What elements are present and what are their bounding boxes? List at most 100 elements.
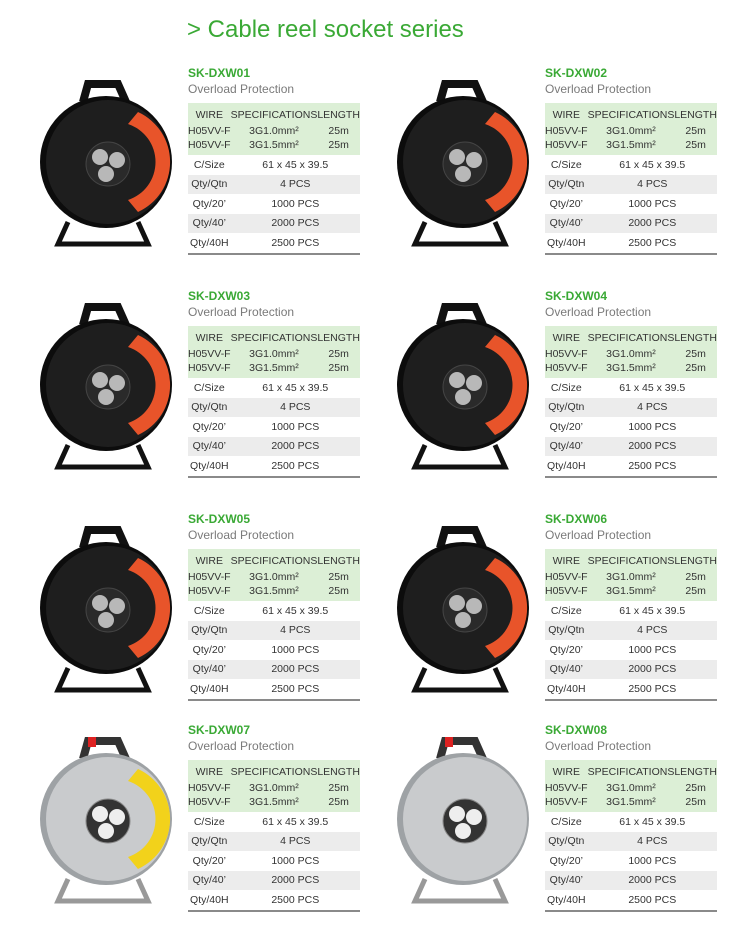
spec-table: WIRE SPECIFICATIONS LENGTH H05VV-F 3G1.0mm² 2…	[188, 326, 360, 478]
wire-cell: 25m	[674, 138, 717, 155]
wire-row: H05VV-F 3G1.0mm² 25m	[545, 347, 717, 361]
column-header: WIRE	[188, 760, 231, 781]
table-row: C/Size 61 x 45 x 39.5	[545, 601, 717, 621]
row-label: Qty/Qtn	[188, 620, 231, 640]
row-label: Qty/20’	[192, 854, 226, 867]
row-value: 2000 PCS	[587, 436, 717, 456]
wire-row: H05VV-F 3G1.5mm² 25m	[188, 795, 360, 812]
row-label: Qty/40H	[188, 679, 231, 701]
row-label: Qty/20’	[549, 420, 583, 433]
wire-cell: 3G1.5mm²	[230, 361, 318, 378]
row-label: Qty/40’	[545, 870, 588, 890]
wire-cell: 25m	[674, 781, 717, 795]
row-label: Qty/40H	[545, 890, 588, 912]
column-header: WIRE	[188, 549, 231, 570]
row-value: 1000 PCS	[628, 420, 677, 433]
row-value: 4 PCS	[230, 620, 360, 640]
table-row: C/Size 61 x 45 x 39.5	[188, 155, 360, 175]
row-label: Qty/Qtn	[188, 397, 231, 417]
product-code: SK-DXW01	[188, 66, 251, 80]
row-label: Qty/20’	[549, 197, 583, 210]
row-label: Qty/40’	[188, 870, 231, 890]
row-value: 4 PCS	[587, 397, 717, 417]
wire-cell: 25m	[317, 138, 360, 155]
row-label: Qty/40’	[188, 659, 231, 679]
cable-reel-image	[28, 72, 178, 252]
table-row: Qty/40H 2500 PCS	[545, 890, 717, 912]
row-value: 4 PCS	[587, 174, 717, 194]
table-header-row: WIRE SPECIFICATIONS LENGTH	[188, 103, 360, 124]
wire-cell: 3G1.5mm²	[587, 138, 675, 155]
row-label: C/Size	[550, 815, 582, 828]
product-subtitle: Overload Protection	[188, 305, 295, 319]
table-header-row: WIRE SPECIFICATIONS LENGTH	[545, 760, 717, 781]
wire-cell: 3G1.0mm²	[587, 781, 675, 795]
table-row: Qty/Qtn 4 PCS	[545, 831, 717, 851]
row-label: Qty/40’	[188, 213, 231, 233]
cable-reel-image	[28, 295, 178, 475]
row-label: Qty/20’	[549, 643, 583, 656]
table-row: Qty/20’ 1000 PCS	[188, 640, 360, 660]
row-label: C/Size	[193, 815, 225, 828]
column-header: SPECIFICATIONS	[230, 760, 318, 781]
table-row: Qty/Qtn 4 PCS	[188, 397, 360, 417]
column-header: SPECIFICATIONS	[230, 103, 318, 124]
wire-row: H05VV-F 3G1.5mm² 25m	[188, 361, 360, 378]
wire-row: H05VV-F 3G1.0mm² 25m	[188, 124, 360, 138]
column-header: LENGTH	[674, 326, 717, 347]
wire-row: H05VV-F 3G1.0mm² 25m	[188, 781, 360, 795]
wire-row: H05VV-F 3G1.0mm² 25m	[545, 570, 717, 584]
product-card: SK-DXW03 Overload Protection WIRE SPECIFI…	[40, 289, 548, 494]
table-row: C/Size 61 x 45 x 39.5	[545, 812, 717, 832]
wire-row: H05VV-F 3G1.5mm² 25m	[545, 138, 717, 155]
row-value: 2500 PCS	[230, 679, 360, 701]
wire-cell: H05VV-F	[545, 795, 588, 812]
wire-row: H05VV-F 3G1.5mm² 25m	[545, 584, 717, 601]
column-header: SPECIFICATIONS	[587, 326, 675, 347]
wire-cell: 3G1.5mm²	[230, 138, 318, 155]
wire-row: H05VV-F 3G1.5mm² 25m	[545, 361, 717, 378]
row-value: 61 x 45 x 39.5	[262, 815, 329, 828]
table-row: Qty/20’ 1000 PCS	[545, 640, 717, 660]
table-header-row: WIRE SPECIFICATIONS LENGTH	[188, 760, 360, 781]
wire-cell: H05VV-F	[188, 584, 231, 601]
table-row: Qty/40’ 2000 PCS	[545, 870, 717, 890]
column-header: LENGTH	[317, 103, 360, 124]
column-header: WIRE	[188, 103, 231, 124]
product-code: SK-DXW07	[188, 723, 251, 737]
row-label: C/Size	[193, 604, 225, 617]
wire-cell: 25m	[317, 124, 360, 138]
row-label: Qty/40H	[545, 233, 588, 255]
row-label: Qty/40H	[188, 233, 231, 255]
row-label: C/Size	[193, 381, 225, 394]
wire-row: H05VV-F 3G1.0mm² 25m	[188, 570, 360, 584]
cable-reel-image	[385, 518, 535, 698]
row-label: Qty/Qtn	[545, 174, 588, 194]
spec-table: WIRE SPECIFICATIONS LENGTH H05VV-F 3G1.0mm² 2…	[188, 549, 360, 701]
row-label: C/Size	[550, 158, 582, 171]
wire-cell: 25m	[317, 570, 360, 584]
row-label: Qty/40’	[545, 436, 588, 456]
table-row: Qty/20’ 1000 PCS	[188, 417, 360, 437]
table-row: Qty/40’ 2000 PCS	[545, 213, 717, 233]
row-label: Qty/Qtn	[188, 174, 231, 194]
wire-row: H05VV-F 3G1.0mm² 25m	[545, 781, 717, 795]
wire-cell: 25m	[674, 361, 717, 378]
wire-cell: 25m	[317, 781, 360, 795]
table-row: C/Size 61 x 45 x 39.5	[188, 378, 360, 398]
wire-cell: 25m	[674, 570, 717, 584]
table-row: Qty/Qtn 4 PCS	[188, 831, 360, 851]
wire-cell: H05VV-F	[545, 347, 588, 361]
wire-cell: 3G1.0mm²	[230, 781, 318, 795]
wire-cell: 25m	[317, 347, 360, 361]
spec-table: WIRE SPECIFICATIONS LENGTH H05VV-F 3G1.0mm² 2…	[545, 103, 717, 255]
row-label: Qty/40H	[188, 890, 231, 912]
spec-table: WIRE SPECIFICATIONS LENGTH H05VV-F 3G1.0mm² 2…	[545, 326, 717, 478]
row-value: 2000 PCS	[230, 436, 360, 456]
column-header: LENGTH	[674, 103, 717, 124]
table-row: Qty/40H 2500 PCS	[188, 456, 360, 478]
column-header: SPECIFICATIONS	[230, 326, 318, 347]
wire-cell: 25m	[674, 795, 717, 812]
table-header-row: WIRE SPECIFICATIONS LENGTH	[545, 549, 717, 570]
column-header: SPECIFICATIONS	[230, 549, 318, 570]
